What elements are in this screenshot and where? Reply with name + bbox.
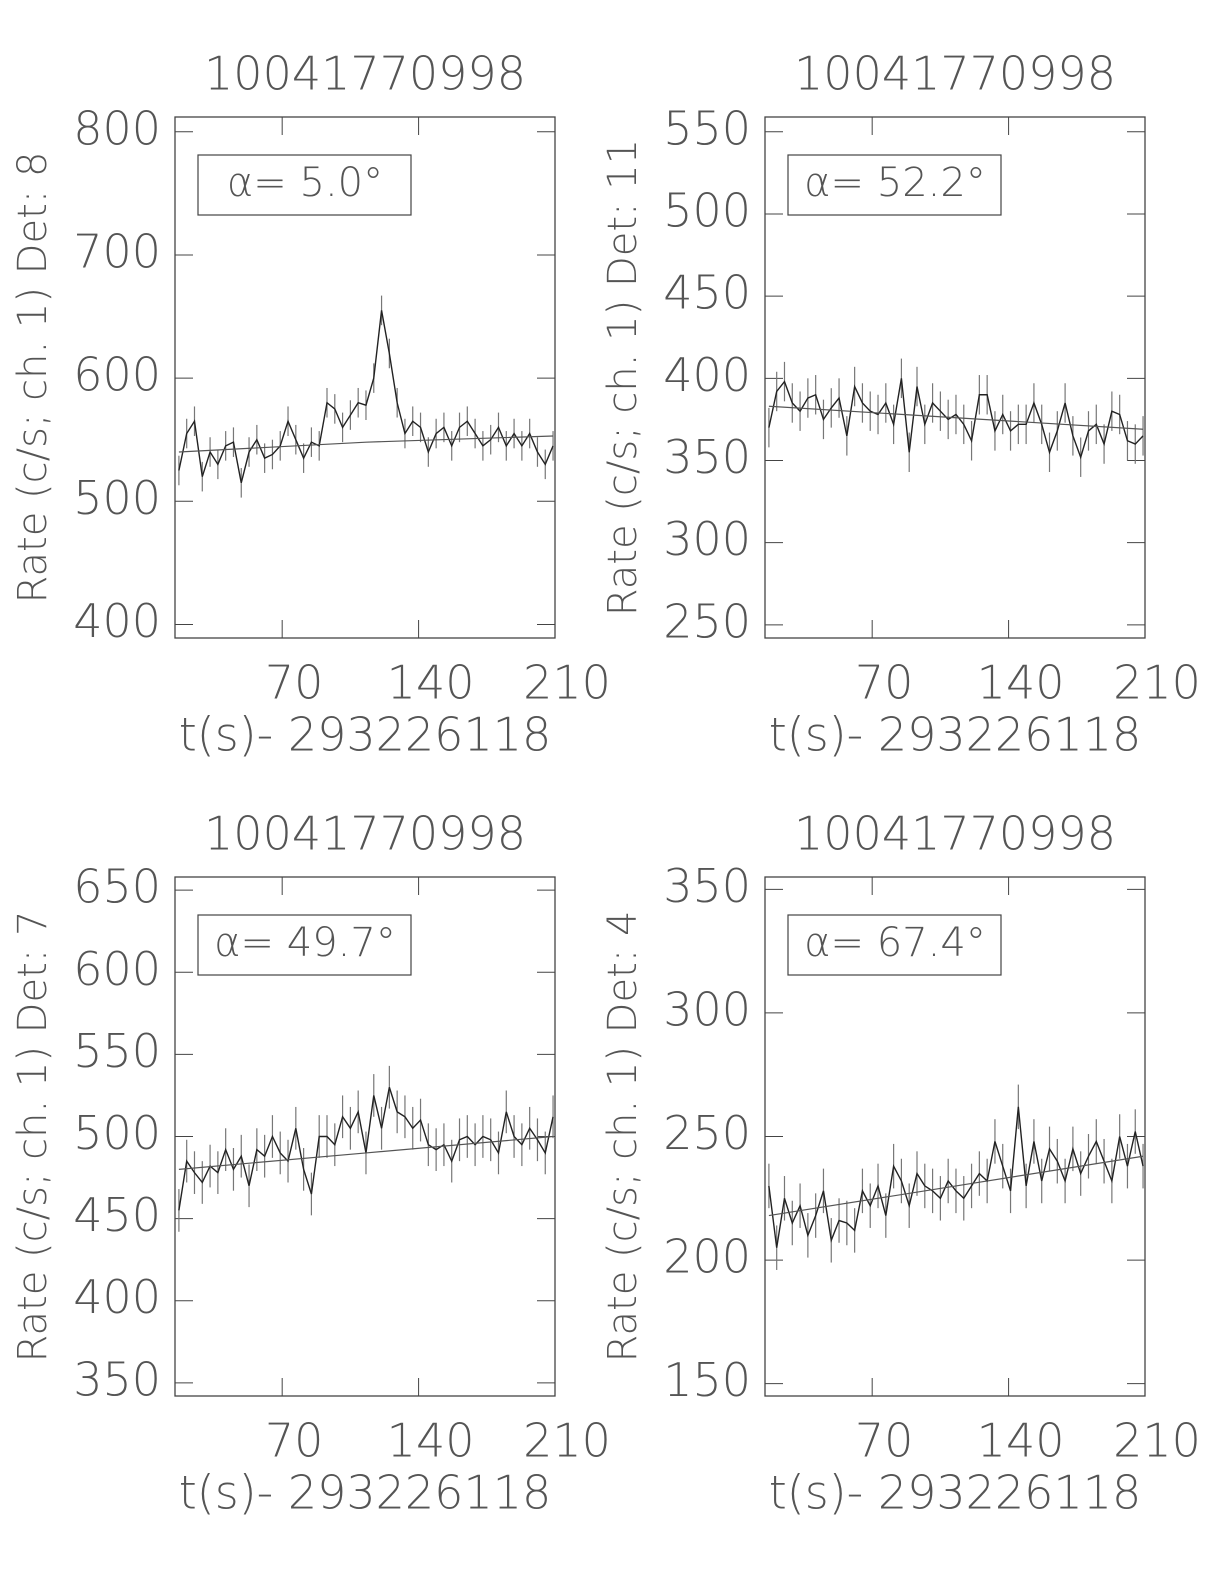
y-tick-label: 450	[663, 266, 751, 320]
annotation-box	[787, 154, 1002, 216]
data-line	[178, 310, 554, 483]
x-axis-label: t(s)- 293226118	[769, 708, 1142, 762]
annotation: α= 52.2°	[804, 160, 986, 206]
plot-frame	[174, 116, 556, 639]
x-tick-label: 210	[523, 656, 611, 710]
y-tick-label: 400	[663, 348, 751, 402]
y-tick-label: 500	[73, 471, 161, 525]
y-tick-label: 350	[663, 859, 751, 913]
y-tick-label: 500	[73, 1106, 161, 1160]
panel-title: 10041770998	[794, 807, 1116, 861]
y-tick-label: 650	[73, 860, 161, 914]
annotation: α= 49.7°	[214, 920, 396, 966]
y-tick-label: 600	[73, 348, 161, 402]
panel: 10041770998 t(s)- 293226118 Rate (c/s; ch.…	[600, 47, 1201, 762]
x-tick-label: 70	[265, 656, 324, 710]
panel: 10041770998 t(s)- 293226118 Rate (c/s; ch.…	[10, 807, 611, 1520]
y-axis-label: Rate (c/s; ch. 1) Det: 7	[10, 911, 56, 1363]
panel: 10041770998 t(s)- 293226118 Rate (c/s; ch.…	[600, 807, 1201, 1520]
y-tick-label: 550	[663, 101, 751, 155]
x-axis-label: t(s)- 293226118	[769, 1466, 1142, 1520]
x-tick-label: 140	[977, 656, 1065, 710]
y-axis-label: Rate (c/s; ch. 1) Det: 8	[10, 152, 56, 604]
x-tick-label: 210	[523, 1414, 611, 1468]
y-tick-label: 250	[663, 1106, 751, 1160]
y-tick-label: 700	[73, 224, 161, 278]
y-tick-label: 550	[73, 1024, 161, 1078]
data-line	[768, 1106, 1144, 1248]
x-tick-label: 210	[1113, 656, 1201, 710]
panel-title: 10041770998	[204, 47, 526, 101]
annotation: α= 5.0°	[227, 160, 383, 206]
y-tick-label: 500	[663, 183, 751, 237]
y-tick-label: 250	[663, 594, 751, 648]
data-line	[178, 1087, 554, 1211]
y-tick-label: 350	[663, 430, 751, 484]
annotation-box	[197, 154, 412, 216]
y-tick-label: 800	[73, 101, 161, 155]
x-tick-label: 70	[855, 1414, 914, 1468]
fit-line	[178, 435, 554, 453]
y-tick-label: 300	[663, 982, 751, 1036]
y-tick-label: 600	[73, 942, 161, 996]
annotation-box	[197, 914, 412, 976]
fit-line	[768, 405, 1144, 430]
y-axis-label: Rate (c/s; ch. 1) Det: 11	[600, 139, 646, 616]
x-tick-label: 140	[387, 1414, 475, 1468]
y-tick-label: 300	[663, 512, 751, 566]
y-tick-label: 400	[73, 594, 161, 648]
fit-line	[178, 1135, 554, 1170]
y-tick-label: 450	[73, 1188, 161, 1242]
y-axis-label: Rate (c/s; ch. 1) Det: 4	[600, 911, 646, 1363]
y-tick-label: 400	[73, 1270, 161, 1324]
x-axis-label: t(s)- 293226118	[179, 1466, 552, 1520]
panel-title: 10041770998	[204, 807, 526, 861]
panel-title: 10041770998	[794, 47, 1116, 101]
x-tick-label: 70	[265, 1414, 324, 1468]
plot-frame	[764, 116, 1146, 639]
x-axis-label: t(s)- 293226118	[179, 708, 552, 762]
x-tick-label: 210	[1113, 1414, 1201, 1468]
x-tick-label: 140	[977, 1414, 1065, 1468]
x-tick-label: 70	[855, 656, 914, 710]
y-tick-label: 150	[663, 1353, 751, 1407]
fit-line	[768, 1155, 1144, 1217]
annotation: α= 67.4°	[804, 920, 986, 966]
panel: 10041770998 t(s)- 293226118 Rate (c/s; ch.…	[10, 47, 611, 762]
y-tick-label: 200	[663, 1230, 751, 1284]
data-line	[768, 378, 1144, 460]
x-tick-label: 140	[387, 656, 475, 710]
annotation-box	[787, 914, 1002, 976]
y-tick-label: 350	[73, 1352, 161, 1406]
